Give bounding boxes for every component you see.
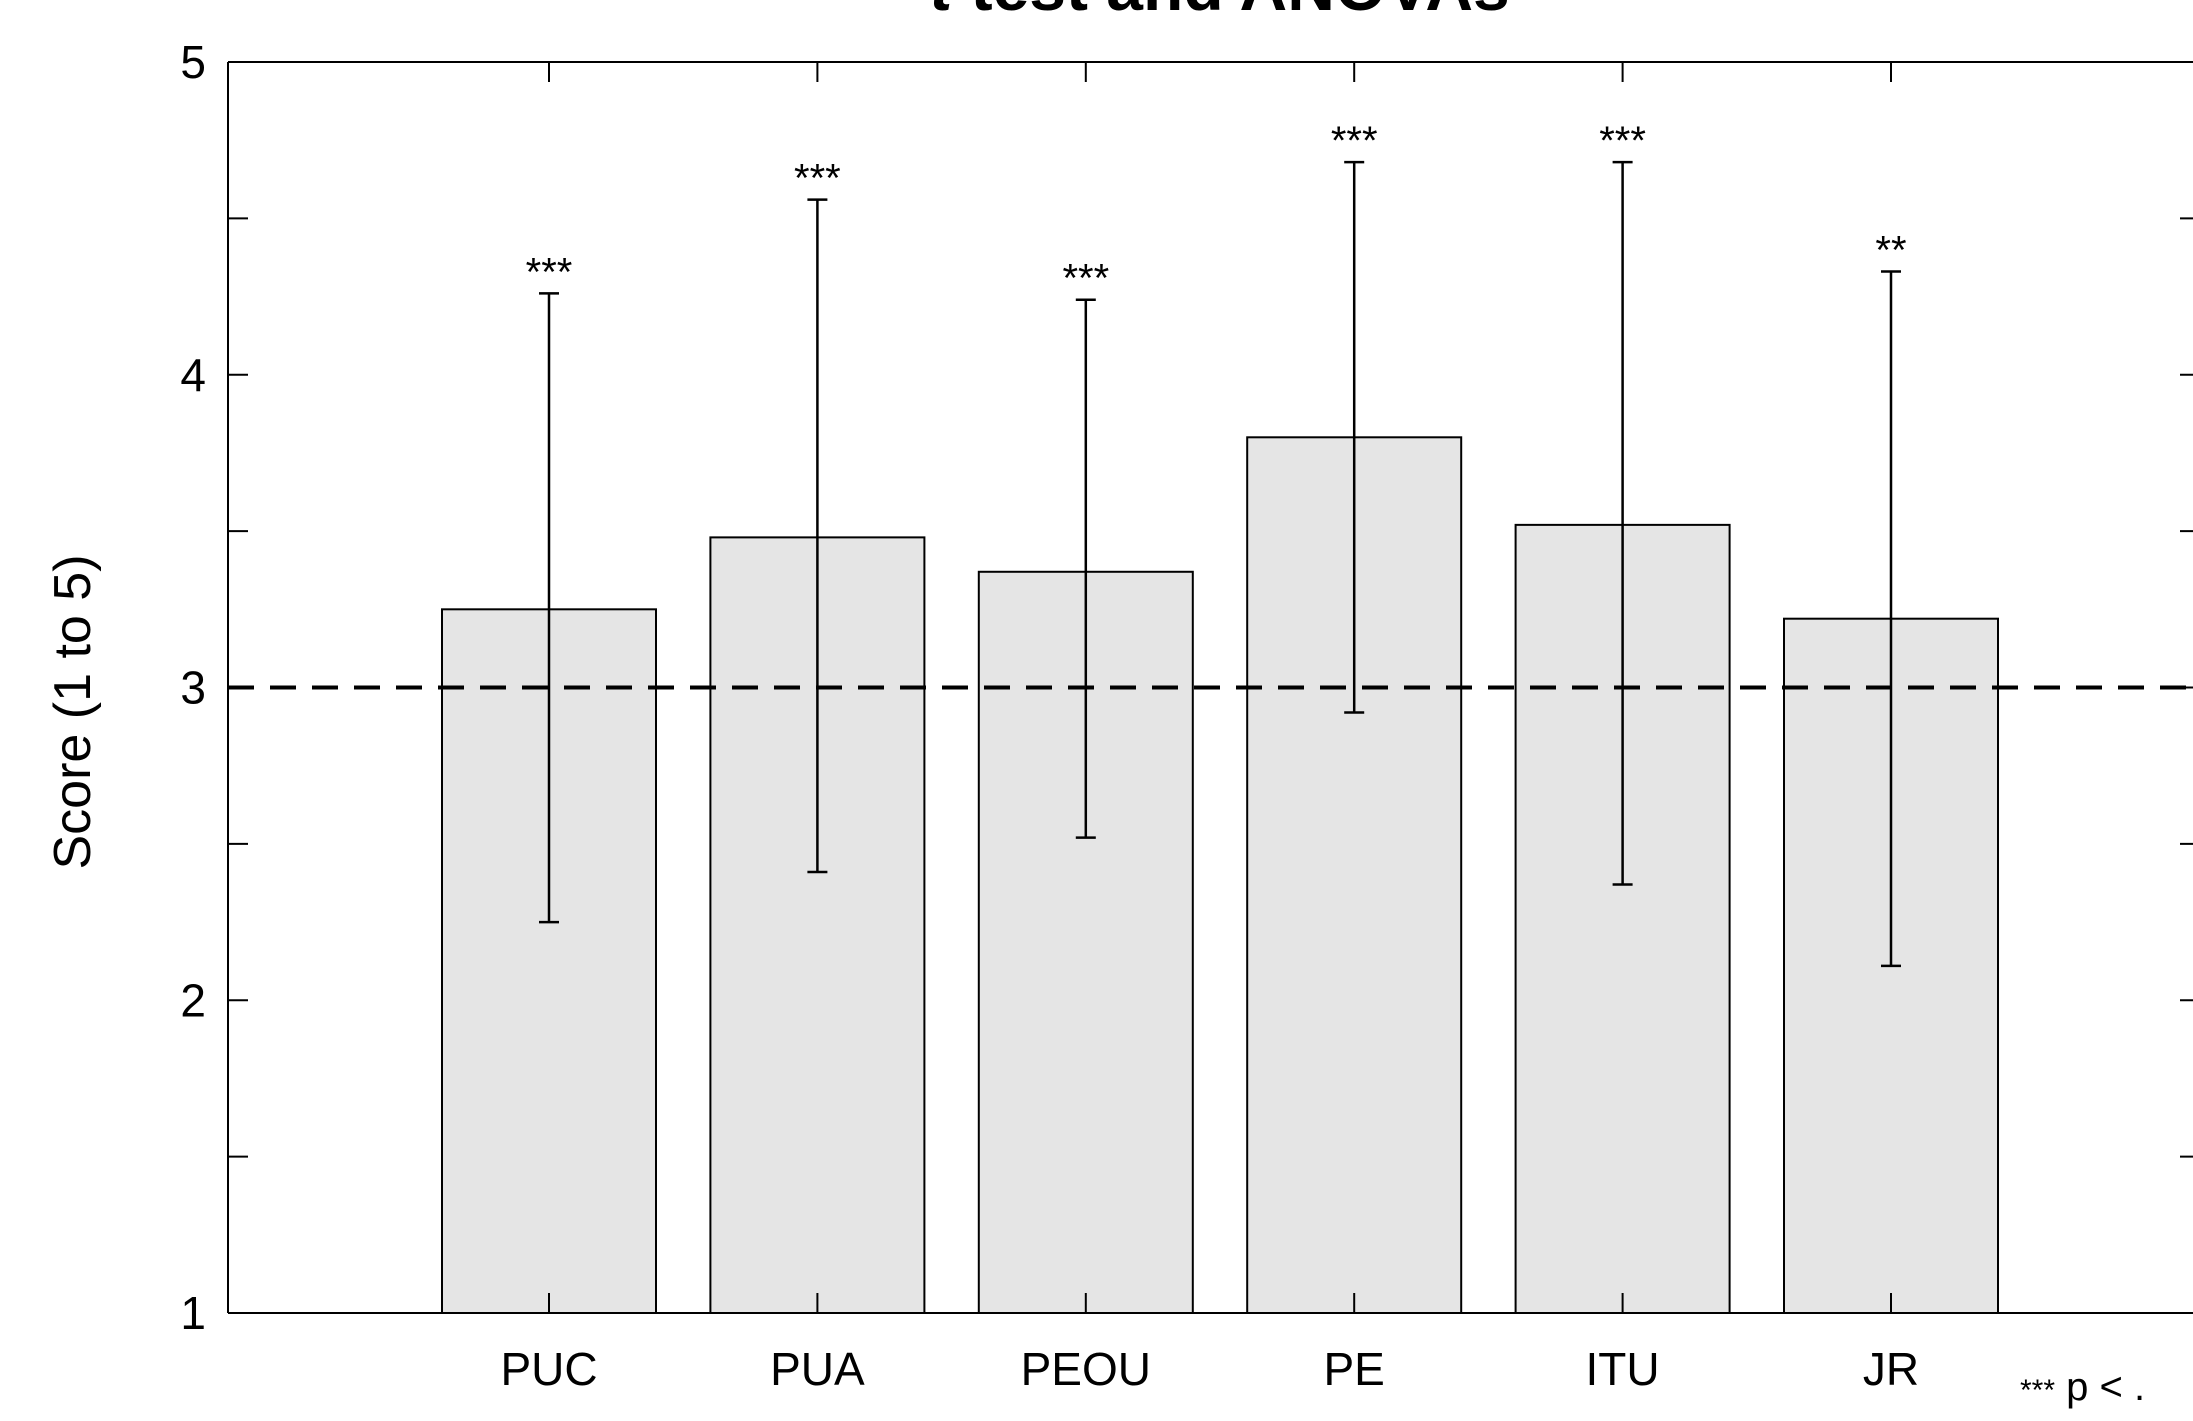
- significance-group: ************ *****: [526, 119, 1907, 301]
- x-tick-label: PE: [1324, 1343, 1385, 1395]
- y-axis-label: Score (1 to 5): [44, 554, 102, 869]
- x-tick-label: PUA: [770, 1343, 865, 1395]
- y-tick-label: 5: [180, 36, 206, 88]
- error-bars-group: [539, 160, 1901, 968]
- x-tick-label: PEOU: [1021, 1343, 1151, 1395]
- y-tick-label: 3: [180, 662, 206, 714]
- y-axis-ticks: 1 2 3 4 5: [180, 36, 2193, 1339]
- x-axis-ticks: PUC PUA PEOU PE ITU JR: [500, 62, 1919, 1395]
- x-tick-label: PUC: [500, 1343, 597, 1395]
- x-tick-label: ITU: [1586, 1343, 1660, 1395]
- footnote-text: p < .: [2055, 1365, 2145, 1409]
- significance-label: ***: [1599, 119, 1646, 163]
- significance-label: ***: [1062, 257, 1109, 301]
- significance-label: **: [1875, 229, 1906, 273]
- footnote-stars: ***: [2020, 1374, 2055, 1407]
- chart-title: t test and ANOVAs: [930, 0, 1509, 24]
- significance-label: ***: [1331, 119, 1378, 163]
- significance-label: ***: [794, 157, 841, 201]
- y-tick-label: 2: [180, 974, 206, 1026]
- y-tick-label: 4: [180, 349, 206, 401]
- significance-label: ***: [526, 250, 573, 294]
- y-tick-label: 1: [180, 1287, 206, 1339]
- bars-group: [441, 436, 1999, 1314]
- chart-title-rest: test and ANOVAs: [952, 0, 1509, 24]
- footnote: *** p < .: [2020, 1365, 2145, 1409]
- chart-title-italic: t: [930, 0, 955, 24]
- x-tick-label: JR: [1863, 1343, 1919, 1395]
